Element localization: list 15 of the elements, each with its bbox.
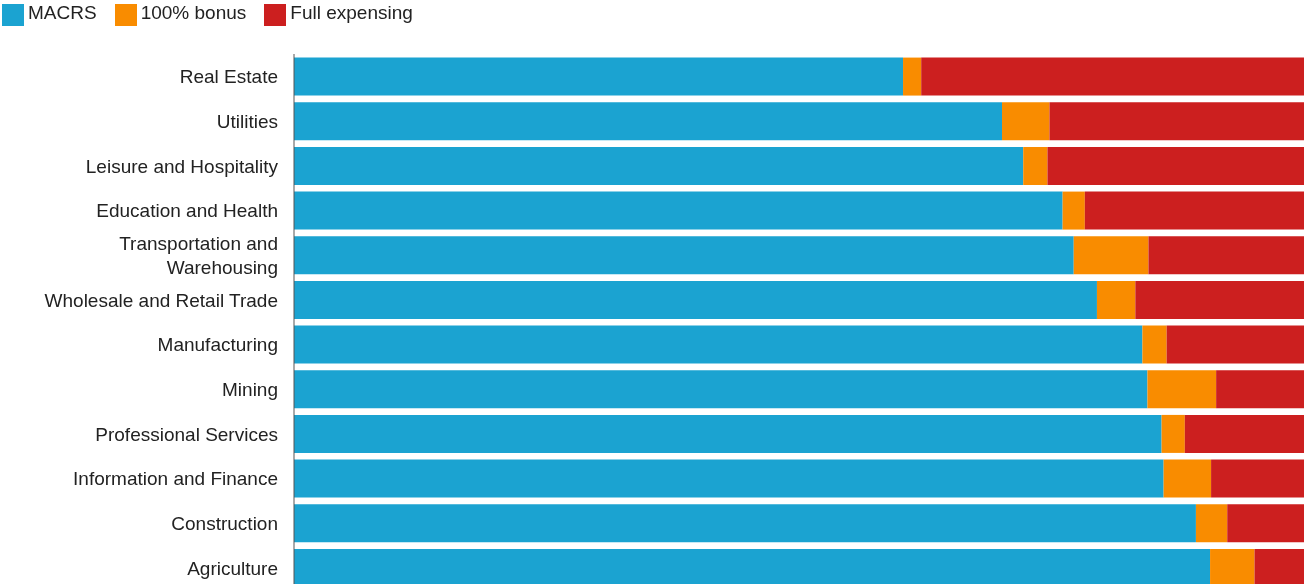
y-tick-label: Real Estate bbox=[179, 65, 278, 87]
y-tick-label: Information and Finance bbox=[73, 467, 278, 489]
y-tick-label: Professional Services bbox=[95, 423, 278, 445]
y-tick-label: Utilities bbox=[216, 110, 278, 132]
y-tick-label: Construction bbox=[171, 512, 278, 534]
legend-label: 100% bonus bbox=[140, 2, 247, 23]
y-tick-label: Manufacturing bbox=[157, 333, 278, 355]
y-tick-label: Agriculture bbox=[187, 557, 278, 579]
y-tick-label: Education and Health bbox=[96, 199, 278, 221]
legend-label: Full expensing bbox=[290, 2, 413, 23]
y-tick-label: Wholesale and Retail Trade bbox=[44, 289, 278, 311]
y-tick-label: Transportation and Warehousing bbox=[119, 232, 278, 278]
y-tick-label: Leisure and Hospitality bbox=[85, 155, 279, 177]
y-tick-label: Mining bbox=[222, 378, 278, 400]
legend-label: MACRS bbox=[28, 2, 97, 23]
